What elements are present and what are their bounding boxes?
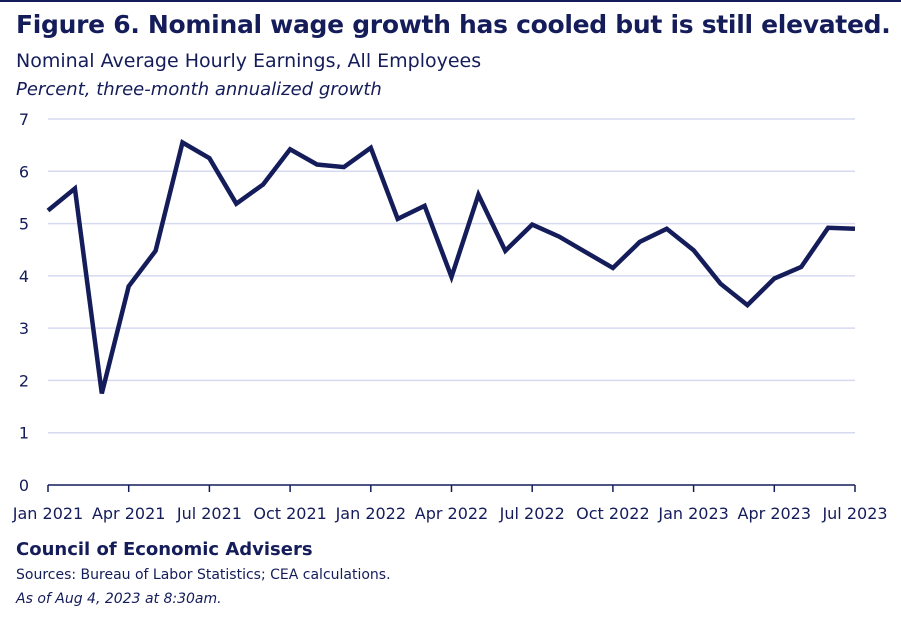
x-tick-label: Apr 2022 xyxy=(415,504,488,523)
x-tick-label: Jul 2021 xyxy=(176,504,242,523)
top-rule xyxy=(0,0,901,2)
x-tick-label: Jan 2022 xyxy=(335,504,406,523)
x-tick-label: Oct 2021 xyxy=(253,504,326,523)
y-tick-label: 5 xyxy=(19,215,29,234)
series-layer xyxy=(46,139,856,395)
y-tick-label: 4 xyxy=(19,267,29,286)
x-tick-label: Apr 2021 xyxy=(92,504,165,523)
x-tick-label: Jan 2023 xyxy=(657,504,728,523)
x-tick-label: Jan 2021 xyxy=(12,504,83,523)
footer-sources: Sources: Bureau of Labor Statistics; CEA… xyxy=(16,567,391,583)
footer-as-of: As of Aug 4, 2023 at 8:30am. xyxy=(16,591,222,607)
series-line xyxy=(46,139,856,395)
y-tick-label: 1 xyxy=(19,424,29,443)
y-tick-label: 0 xyxy=(19,476,29,495)
x-tick-label: Apr 2023 xyxy=(738,504,811,523)
x-axis-tick-labels: Jan 2021 Apr 2021 Jul 2021 Oct 2021 Jan 2022… xyxy=(12,504,888,523)
x-tick-label: Jul 2023 xyxy=(821,504,887,523)
y-tick-label: 6 xyxy=(19,162,29,181)
units-label: Percent, three-month annualized growth xyxy=(16,79,382,100)
x-tick-label: Jul 2022 xyxy=(499,504,565,523)
y-tick-label: 3 xyxy=(19,319,29,338)
y-tick-label: 7 xyxy=(19,110,29,129)
figure-title: Figure 6. Nominal wage growth has cooled… xyxy=(16,10,891,39)
x-axis xyxy=(47,484,856,492)
y-tick-label: 2 xyxy=(19,371,29,390)
chart-subtitle: Nominal Average Hourly Earnings, All Emp… xyxy=(16,50,482,72)
x-tick-label: Oct 2022 xyxy=(576,504,649,523)
y-axis-tick-labels: 0 1 2 3 4 5 6 7 xyxy=(19,110,29,495)
footer-organization: Council of Economic Advisers xyxy=(16,539,313,560)
